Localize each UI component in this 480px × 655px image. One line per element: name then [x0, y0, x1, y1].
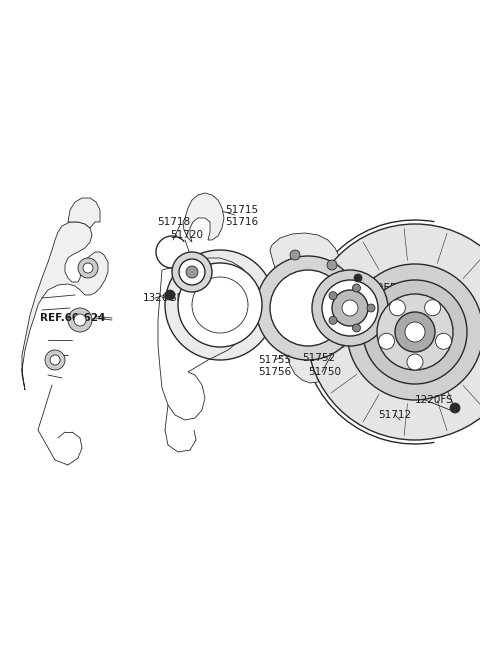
Circle shape [165, 250, 275, 360]
Circle shape [435, 333, 452, 349]
Text: REF.60-624: REF.60-624 [40, 313, 106, 323]
Circle shape [329, 316, 337, 324]
Circle shape [165, 290, 175, 300]
Text: 51752: 51752 [302, 353, 335, 363]
Circle shape [367, 304, 375, 312]
Circle shape [68, 308, 92, 332]
Circle shape [83, 263, 93, 273]
Circle shape [290, 250, 300, 260]
Text: 51756: 51756 [258, 367, 291, 377]
Circle shape [378, 333, 395, 349]
Text: 51712: 51712 [378, 410, 411, 420]
Text: 51750: 51750 [308, 367, 341, 377]
Circle shape [327, 260, 337, 270]
Circle shape [307, 224, 480, 440]
Circle shape [395, 312, 435, 352]
Circle shape [347, 264, 480, 400]
Circle shape [332, 290, 368, 326]
Circle shape [172, 252, 212, 292]
Circle shape [256, 256, 360, 360]
Text: 51715: 51715 [225, 205, 258, 215]
Circle shape [322, 280, 378, 336]
Text: 51755: 51755 [258, 355, 291, 365]
Text: 1129ED: 1129ED [358, 283, 399, 293]
Circle shape [78, 258, 98, 278]
Polygon shape [183, 193, 224, 242]
Circle shape [377, 294, 453, 370]
Text: 51720: 51720 [170, 230, 203, 240]
Text: 51716: 51716 [225, 217, 258, 227]
Polygon shape [22, 222, 108, 390]
Text: 51718: 51718 [157, 217, 190, 227]
Circle shape [450, 403, 460, 413]
Circle shape [389, 300, 406, 316]
Circle shape [354, 274, 362, 282]
Circle shape [179, 259, 205, 285]
Circle shape [186, 266, 198, 278]
Polygon shape [68, 198, 100, 228]
Circle shape [50, 355, 60, 365]
Circle shape [329, 291, 337, 299]
Circle shape [178, 263, 262, 347]
Polygon shape [270, 233, 342, 383]
Circle shape [352, 324, 360, 332]
Text: 1220FS: 1220FS [415, 395, 454, 405]
Circle shape [45, 350, 65, 370]
Text: 1326GB: 1326GB [143, 293, 185, 303]
Circle shape [312, 270, 388, 346]
Circle shape [270, 270, 346, 346]
Circle shape [425, 300, 441, 316]
Circle shape [405, 322, 425, 342]
Circle shape [342, 300, 358, 316]
Circle shape [352, 284, 360, 292]
Circle shape [74, 314, 86, 326]
Circle shape [407, 354, 423, 370]
Circle shape [363, 280, 467, 384]
